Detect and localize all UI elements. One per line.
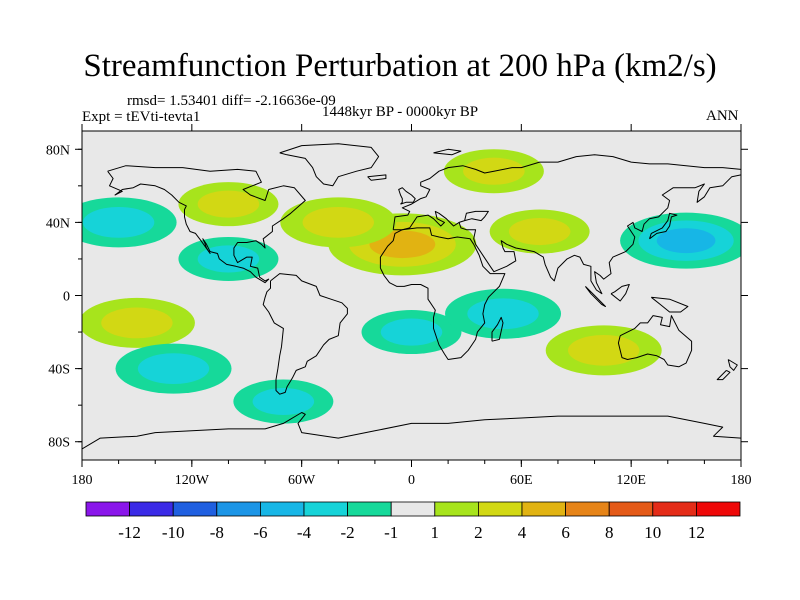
colorbar-swatch	[652, 501, 697, 517]
colorbar-swatch	[259, 501, 305, 517]
colorbar-label: -8	[210, 523, 224, 542]
x-tick-label: 60E	[510, 473, 533, 488]
colorbar-swatch	[434, 501, 479, 517]
colorbar-swatch	[347, 501, 392, 517]
coastline-new-zealand-s	[716, 369, 731, 381]
colorbar-swatch	[565, 501, 610, 517]
colorbar-swatch	[216, 501, 261, 517]
colorbar-label: 12	[688, 523, 705, 542]
colorbar-label: 1	[431, 523, 440, 542]
contour-layer	[82, 149, 741, 424]
colorbar-swatch	[85, 501, 130, 517]
coastline-new-zealand-n	[727, 359, 738, 371]
contour-band	[369, 230, 436, 259]
anomaly-canada-high	[178, 182, 279, 227]
coastline-north-america	[107, 165, 306, 284]
anomaly-south-atlantic-low	[361, 310, 462, 355]
contour-band	[568, 334, 640, 366]
anomaly-australia-high	[545, 325, 662, 376]
colorbar-swatch	[696, 501, 741, 517]
coastline-africa	[379, 227, 506, 360]
colorbar-label: -4	[297, 523, 312, 542]
colorbar-label: -1	[384, 523, 398, 542]
colorbar-swatch	[172, 501, 218, 517]
anomaly-south-pacific-low	[115, 343, 232, 394]
coastline-borneo	[610, 284, 630, 302]
colorbar-swatch	[303, 501, 348, 517]
season-label: ANN	[706, 108, 739, 124]
coastline-greenland	[279, 143, 380, 187]
colorbar-swatch	[477, 501, 523, 517]
x-tick-label: 120W	[175, 473, 210, 488]
colorbar-swatch	[608, 501, 654, 517]
colorbar-label: 6	[561, 523, 570, 542]
colorbar-swatch	[129, 501, 174, 517]
contour-band	[252, 387, 315, 416]
colorbar: -12 -10 -8 -6 -4 -2 -1 1 2 4 6 8 10 12	[85, 501, 741, 542]
contour-band	[467, 298, 539, 330]
coastline-south-america	[262, 273, 348, 395]
chart-title: Streamfunction Perturbation at 200 hPa (…	[83, 48, 717, 84]
colorbar-label: 10	[644, 523, 661, 542]
anomaly-tropical-america-low	[178, 236, 279, 281]
colorbar-label: -2	[341, 523, 355, 542]
colorbar-label: -6	[253, 523, 267, 542]
x-tick-label: 180	[72, 473, 93, 488]
y-tick-label: 0	[63, 290, 70, 305]
anomaly-central-asia-high	[489, 209, 590, 254]
anomaly-east-pacific-low	[82, 197, 177, 248]
stats-label: rmsd= 1.53401 diff= -2.16636e-09	[127, 93, 336, 109]
x-tick-label: 120E	[616, 473, 646, 488]
y-tick-label: 80S	[48, 436, 70, 451]
contour-band	[380, 318, 443, 346]
anomaly-north-pacific-low	[620, 212, 741, 269]
anomaly-south-pacific-high	[82, 297, 195, 348]
coastline-britain	[398, 187, 416, 205]
map-background	[82, 131, 741, 460]
coastline-iceland	[367, 174, 387, 181]
map-area	[82, 131, 741, 460]
coastline-japan	[649, 212, 678, 240]
experiment-label: Expt = tEVti-tevta1	[82, 109, 201, 125]
period-label: 1448kyr BP - 0000kyr BP	[322, 104, 479, 120]
contour-band	[137, 353, 210, 384]
x-tick-label: 0	[408, 473, 415, 488]
colorbar-label: -10	[162, 523, 185, 542]
coastline-arabia-madagascar	[491, 316, 504, 342]
contour-band	[82, 207, 155, 238]
anomaly-drake-passage-low	[233, 379, 334, 424]
x-tick-label: 180	[731, 473, 752, 488]
y-tick-label: 40S	[48, 363, 70, 378]
colorbar-label: 4	[518, 523, 527, 542]
anomaly-indian-ocean-low	[445, 288, 562, 339]
coastlines	[82, 143, 741, 450]
contour-band	[302, 207, 374, 238]
y-tick-label: 80N	[46, 143, 70, 158]
colorbar-label: -12	[118, 523, 141, 542]
colorbar-swatch	[390, 501, 436, 517]
colorbar-swatch	[521, 501, 566, 517]
coastline-australia	[617, 315, 693, 368]
coastline-eurasia	[392, 154, 741, 295]
axis-ticks: 180 120W 60W 0 60E 120E 180 80N 40N 0 40S 80S	[46, 124, 752, 488]
x-tick-label: 60W	[288, 473, 316, 488]
coastline-svalbard	[433, 148, 462, 156]
colorbar-label: 2	[474, 523, 483, 542]
coastline-sumatra	[585, 286, 606, 307]
contour-band	[656, 228, 716, 254]
colorbar-label: 8	[605, 523, 614, 542]
contour-band	[197, 190, 260, 218]
anomaly-north-atlantic-high	[280, 197, 397, 248]
y-tick-label: 40N	[46, 216, 70, 231]
contour-band	[508, 217, 571, 246]
coastline-antarctica	[82, 412, 741, 450]
contour-band	[101, 307, 173, 339]
coastline-new-guinea	[650, 296, 689, 313]
